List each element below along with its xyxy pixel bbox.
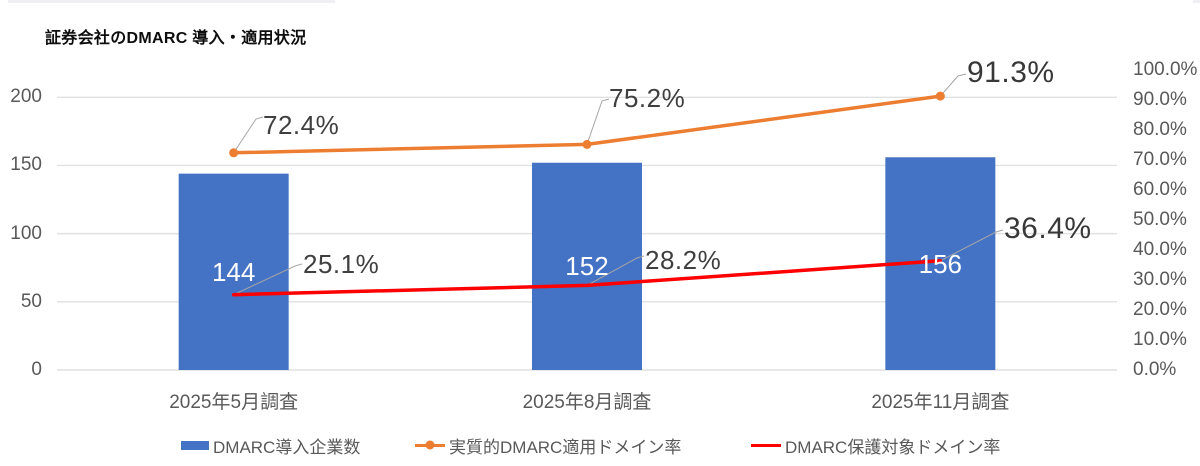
leader-line [233,263,303,296]
x-axis-category-label: 2025年11月調査 [871,392,1010,413]
line-swatch-icon [751,443,781,447]
line-marker [229,148,239,158]
legend-label: 実質的DMARC適用ドメイン率 [449,437,682,457]
x-axis-category-label: 2025年5月調査 [169,392,299,413]
point-data-label: 75.2% [609,83,686,113]
right-axis-tick: 70.0% [1133,149,1187,170]
left-axis-tick: 150 [10,154,42,176]
right-axis-tick: 90.0% [1133,89,1187,110]
leader-line [939,73,967,97]
right-axis-tick: 30.0% [1133,269,1187,290]
leader-line [233,116,264,154]
marker-dot-icon [425,440,435,450]
bar-value-label: 156 [918,248,963,279]
point-data-label: 91.3% [967,56,1055,89]
right-axis-tick: 60.0% [1133,179,1187,200]
leader-line [586,98,610,145]
crop-edge-artifact [8,0,335,3]
line-series [231,259,943,297]
bar-value-label: 144 [211,256,256,287]
bar [532,162,642,370]
left-axis-tick: 50 [20,290,42,312]
left-axis-tick: 0 [31,359,42,380]
right-axis-tick: 0.0% [1133,359,1177,380]
bar [178,173,289,370]
legend-item-red-line-series: DMARC保護対象ドメイン率 [751,432,1000,458]
legend-label: DMARC保護対象ドメイン率 [785,437,1001,457]
left-axis-tick: 100 [10,222,42,244]
left-axis-tick: 200 [10,86,42,108]
leader-line [940,229,1004,262]
right-axis-tick: 80.0% [1133,119,1187,140]
right-axis-tick: 50.0% [1133,209,1187,230]
right-axis-tick: 40.0% [1133,239,1187,260]
chart-title: 証券会社のDMARC 導入・適用状況 [45,30,307,47]
point-data-label: 36.4% [1004,212,1092,245]
legend-item-orange-line-series: 実質的DMARC適用ドメイン率 [415,432,681,458]
point-data-label: 25.1% [303,249,380,279]
leader-line [586,255,645,286]
right-axis-tick: 100.0% [1133,59,1198,80]
bar-value-label: 152 [565,251,609,282]
line-marker [935,91,945,101]
legend-item-bar-series: DMARC導入企業数 [181,432,360,458]
point-data-label: 72.4% [263,110,340,140]
chart-legend: DMARC導入企業数 実質的DMARC適用ドメイン率 DMARC保護対象ドメイン… [0,432,1200,458]
bar-swatch-icon [181,440,209,450]
right-axis-tick: 20.0% [1133,299,1187,320]
point-data-label: 28.2% [645,245,722,275]
line-marker-swatch-icon [415,440,445,450]
legend-label: DMARC導入企業数 [213,437,361,457]
x-axis-category-label: 2025年8月調査 [522,392,652,413]
crop-edge-artifact [1193,0,1200,3]
line-marker [582,139,592,149]
right-axis-tick: 10.0% [1133,329,1187,350]
